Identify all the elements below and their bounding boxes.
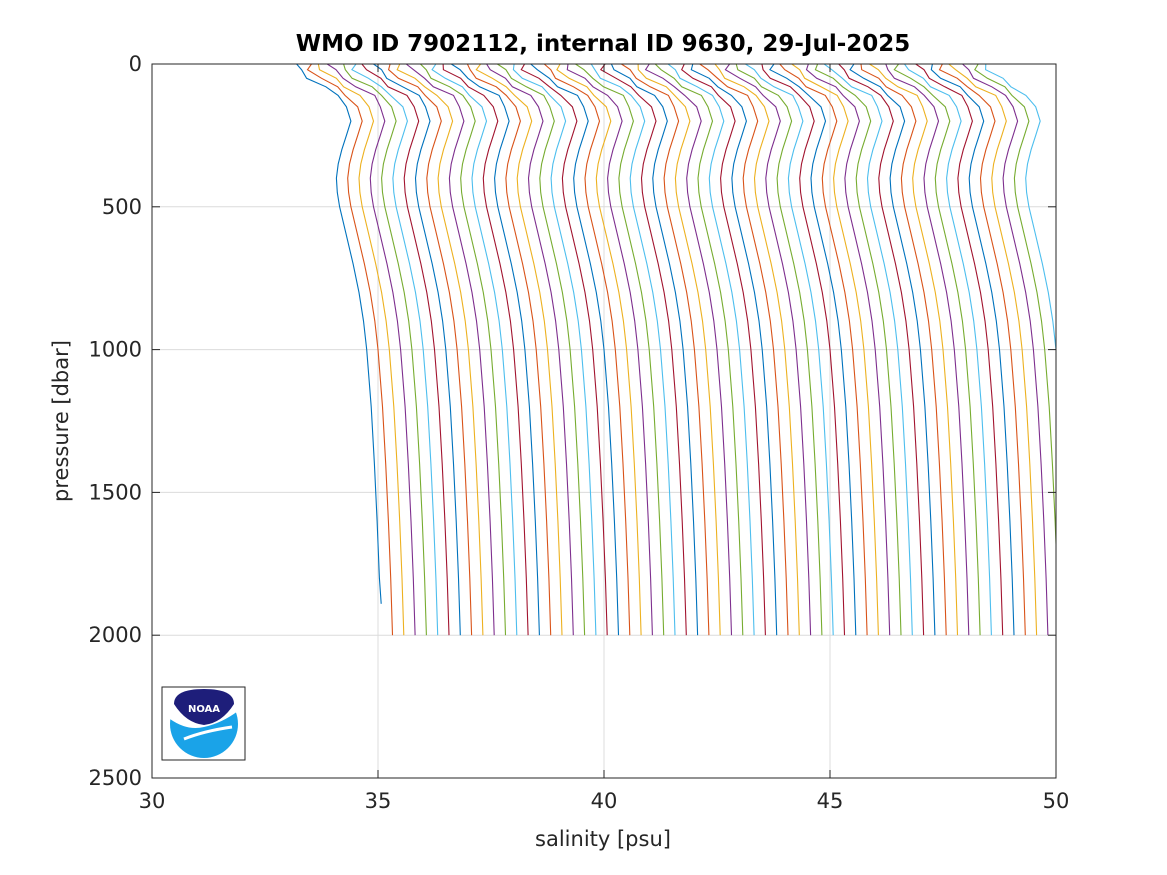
profile-line	[497, 64, 586, 636]
profile-line	[667, 64, 755, 636]
y-tick-label: 2500	[89, 766, 142, 790]
profile-line	[938, 64, 1026, 636]
profile-line	[512, 64, 597, 636]
profile-line	[985, 64, 1056, 357]
profile-line	[699, 64, 789, 636]
x-tick-label: 45	[817, 789, 844, 813]
y-axis-label: pressure [dbar]	[49, 340, 73, 502]
profile-line	[885, 64, 970, 636]
noaa-logo: NOAA	[161, 686, 246, 761]
profile-line	[621, 64, 710, 636]
profile-line	[690, 64, 778, 636]
profile-line	[530, 64, 620, 636]
profile-line	[387, 64, 473, 636]
profile-line	[644, 64, 733, 636]
y-tick-label: 1500	[89, 480, 142, 504]
profile-line	[962, 64, 1049, 636]
profile-line	[361, 64, 450, 636]
profile-line	[974, 64, 1056, 558]
profile-line	[637, 64, 721, 636]
x-tick-label: 40	[591, 789, 618, 813]
profile-line	[915, 64, 1004, 636]
profile-line	[351, 64, 439, 636]
profile-line	[396, 64, 484, 636]
profile-line	[317, 64, 405, 636]
profile-line	[735, 64, 823, 636]
profile-line	[654, 64, 744, 636]
profile-line	[930, 64, 1015, 636]
y-tick-label: 1000	[89, 338, 142, 362]
profile-line	[405, 64, 495, 636]
profile-line	[326, 64, 416, 636]
profile-line	[373, 64, 461, 636]
profile-line	[475, 64, 563, 636]
profile-line	[869, 64, 959, 636]
profile-line	[420, 64, 507, 636]
profile-line	[823, 64, 913, 636]
profile-series	[296, 64, 1056, 636]
profile-line	[543, 64, 631, 636]
profile-line	[761, 64, 846, 636]
x-tick-label: 30	[139, 789, 166, 813]
profile-line	[714, 64, 800, 636]
profile-line	[904, 64, 992, 636]
profile-line	[599, 64, 687, 636]
profile-line	[745, 64, 834, 636]
profile-line	[306, 64, 394, 636]
profile-line	[948, 64, 1038, 636]
profile-line	[769, 64, 857, 636]
profile-line	[849, 64, 936, 636]
x-tick-label: 50	[1043, 789, 1070, 813]
profile-line	[590, 64, 676, 636]
profile-line	[431, 64, 518, 636]
logo-navy-bird	[174, 689, 234, 725]
profile-line	[814, 64, 902, 636]
profile-line	[343, 64, 427, 636]
profile-line	[451, 64, 540, 636]
profile-line	[805, 64, 891, 636]
logo-text: NOAA	[188, 704, 220, 715]
profile-line	[791, 64, 879, 636]
y-tick-label: 2000	[89, 623, 142, 647]
profile-line	[610, 64, 699, 636]
profile-line	[566, 64, 653, 636]
x-tick-label: 35	[365, 789, 392, 813]
profile-line	[724, 64, 812, 636]
profile-line	[556, 64, 642, 636]
profile-line	[838, 64, 925, 636]
x-axis-label: salinity [psu]	[535, 827, 671, 851]
profile-line	[779, 64, 868, 636]
profile-line	[860, 64, 947, 636]
profile-line	[296, 64, 382, 604]
profile-line	[575, 64, 665, 636]
y-tick-label: 500	[102, 195, 142, 219]
profile-line	[486, 64, 574, 636]
profile-line	[442, 64, 529, 636]
profile-line	[893, 64, 981, 636]
y-tick-label: 0	[129, 52, 142, 76]
profile-line	[520, 64, 608, 636]
profile-line	[466, 64, 552, 636]
chart-title: WMO ID 7902112, internal ID 9630, 29-Jul…	[296, 31, 911, 57]
logo-wave	[183, 725, 233, 741]
grid-lines	[152, 64, 1056, 778]
profile-line	[681, 64, 766, 636]
